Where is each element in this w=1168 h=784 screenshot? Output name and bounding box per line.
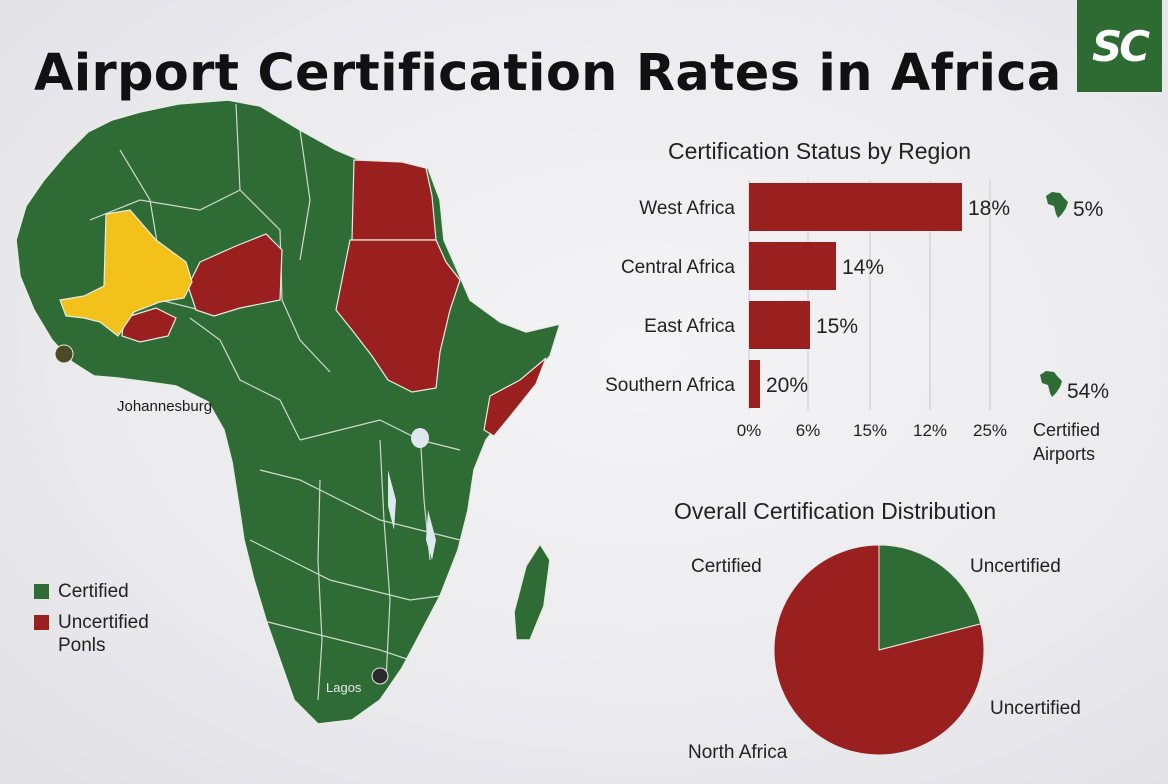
lakes: [388, 428, 436, 560]
africa-icon: [1046, 192, 1068, 218]
map-label-lagos: Lagos: [326, 680, 362, 695]
x-tick-label: 25%: [973, 421, 1007, 440]
bar-southern-africa: [749, 360, 760, 408]
brand-logo: SC: [1077, 0, 1162, 92]
bar-central-africa: [749, 242, 836, 290]
x-tick-label: 12%: [913, 421, 947, 440]
data-label: 14%: [842, 256, 884, 279]
category-label: West Africa: [639, 198, 735, 219]
side-annotation-value: 5%: [1073, 198, 1103, 221]
x-tick-label: 15%: [853, 421, 887, 440]
side-annotation-value: 54%: [1067, 380, 1109, 403]
highlighted-country-mali: [59, 209, 193, 337]
side-caption-line: Certified: [1033, 420, 1100, 440]
pie-slice-uncertified: [773, 544, 985, 756]
map-label-johannesburg: Johannesburg: [117, 398, 213, 415]
legend-label-uncertified: Uncertified Ponls: [58, 612, 149, 656]
pie-slice-certified: [878, 544, 982, 651]
data-label: 18%: [968, 197, 1010, 220]
uncertified-regions: [121, 159, 547, 437]
pie-label-north-africa: North Africa: [688, 742, 788, 763]
bar-chart-title: Certification Status by Region: [668, 138, 971, 164]
pie-label-uncertified-bottom: Uncertified: [990, 698, 1081, 719]
page-title: Airport Certification Rates in Africa: [34, 44, 1062, 103]
pie-label-certified: Certified: [691, 556, 762, 577]
x-tick-label: 0%: [737, 421, 762, 440]
legend-swatch-uncertified: [34, 615, 49, 630]
side-caption-line: Airports: [1033, 444, 1095, 464]
category-label: Central Africa: [621, 257, 735, 278]
category-label: East Africa: [644, 316, 735, 337]
category-label: Southern Africa: [605, 375, 735, 396]
data-label: 20%: [766, 374, 808, 397]
legend-label-certified: Certified: [58, 581, 129, 602]
pie-chart-title: Overall Certification Distribution: [674, 498, 997, 524]
bar-east-africa: [749, 301, 810, 349]
legend-item-uncertified: Uncertified Ponls: [34, 611, 149, 657]
legend-item-certified: Certified: [34, 580, 149, 603]
africa-map: [15, 99, 562, 725]
legend-swatch-certified: [34, 584, 49, 599]
x-tick-label: 6%: [796, 421, 821, 440]
bar-west-africa: [749, 183, 962, 231]
africa-icon: [1040, 371, 1062, 397]
map-marker: [371, 667, 389, 685]
map-marker: [54, 344, 74, 364]
pie-label-uncertified-top: Uncertified: [970, 556, 1061, 577]
side-caption: Certified Airports: [1033, 420, 1100, 464]
map-legend: Certified Uncertified Ponls: [34, 580, 149, 665]
data-label: 15%: [816, 315, 858, 338]
